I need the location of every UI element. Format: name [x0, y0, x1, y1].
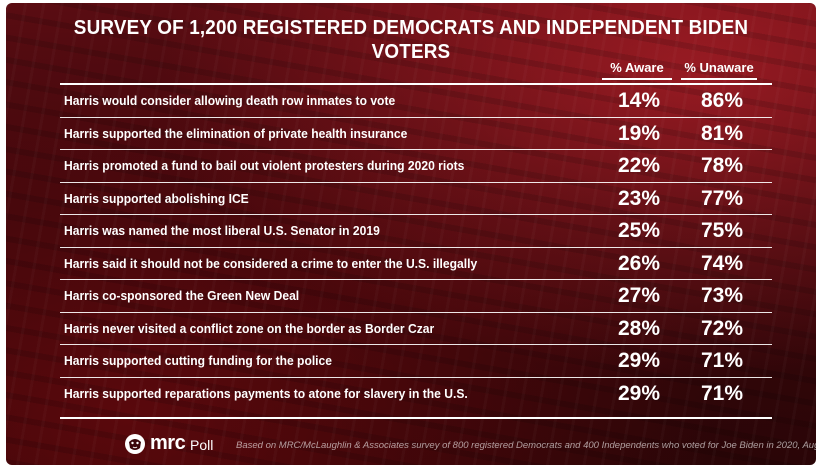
unaware-value: 73%	[700, 284, 744, 307]
aware-value: 23%	[617, 186, 661, 210]
unaware-value: 81%	[700, 121, 744, 145]
aware-value: 29%	[617, 349, 661, 372]
survey-card: SURVEY OF 1,200 REGISTERED DEMOCRATS AND…	[6, 3, 816, 465]
table-row: Harris never visited a conflict zone on …	[60, 311, 772, 345]
table-row: Harris supported abolishing ICE 23% 77%	[60, 181, 772, 215]
statement-label: Harris supported abolishing ICE	[64, 190, 249, 206]
unaware-value: 74%	[700, 251, 744, 275]
statement-label: Harris supported cutting funding for the…	[64, 353, 332, 368]
statement-label: Harris said it should not be considered …	[64, 255, 478, 271]
unaware-value: 72%	[700, 316, 744, 340]
aware-value: 25%	[617, 219, 661, 242]
statement-label: Harris never visited a conflict zone on …	[64, 320, 435, 336]
unaware-value: 75%	[700, 219, 744, 242]
table-bottom-rule	[60, 417, 772, 419]
statement-label: Harris would consider allowing death row…	[64, 93, 396, 108]
aware-value: 22%	[617, 154, 661, 177]
table-row: Harris would consider allowing death row…	[60, 83, 772, 117]
aware-value: 29%	[617, 381, 661, 405]
table-row: Harris said it should not be considered …	[60, 246, 772, 280]
survey-table: Harris would consider allowing death row…	[60, 83, 772, 409]
statement-label: Harris co-sponsored the Green New Deal	[64, 288, 300, 303]
statement-label: Harris supported the elimination of priv…	[64, 125, 408, 141]
unaware-value: 77%	[700, 186, 744, 210]
table-row: Harris supported the elimination of priv…	[60, 116, 772, 150]
table-row: Harris was named the most liberal U.S. S…	[60, 214, 772, 247]
logo-mrc: mrc	[150, 432, 186, 454]
table-row: Harris promoted a fund to bail out viole…	[60, 149, 772, 182]
logo-poll: Poll	[190, 437, 214, 453]
aware-value: 19%	[617, 121, 661, 145]
table-row: Harris co-sponsored the Green New Deal 2…	[60, 279, 772, 312]
source-note: Based on MRC/McLaughlin & Associates sur…	[236, 440, 816, 451]
aware-value: 26%	[617, 251, 661, 275]
unaware-value: 78%	[700, 154, 744, 177]
lion-head-icon	[125, 434, 145, 454]
aware-value: 28%	[617, 316, 661, 340]
unaware-value: 86%	[700, 89, 744, 112]
table-row: Harris supported cutting funding for the…	[60, 344, 772, 377]
statement-label: Harris was named the most liberal U.S. S…	[64, 223, 380, 238]
aware-value: 27%	[617, 284, 661, 307]
column-header-aware: % Aware	[602, 60, 672, 80]
aware-value: 14%	[617, 89, 661, 112]
chart-title: SURVEY OF 1,200 REGISTERED DEMOCRATS AND…	[73, 16, 749, 63]
statement-label: Harris supported reparations payments to…	[64, 385, 468, 401]
unaware-value: 71%	[700, 381, 744, 405]
column-header-unaware: % Unaware	[681, 60, 757, 80]
statement-label: Harris promoted a fund to bail out viole…	[64, 158, 465, 173]
table-row: Harris supported reparations payments to…	[60, 376, 772, 410]
unaware-value: 71%	[700, 349, 744, 372]
